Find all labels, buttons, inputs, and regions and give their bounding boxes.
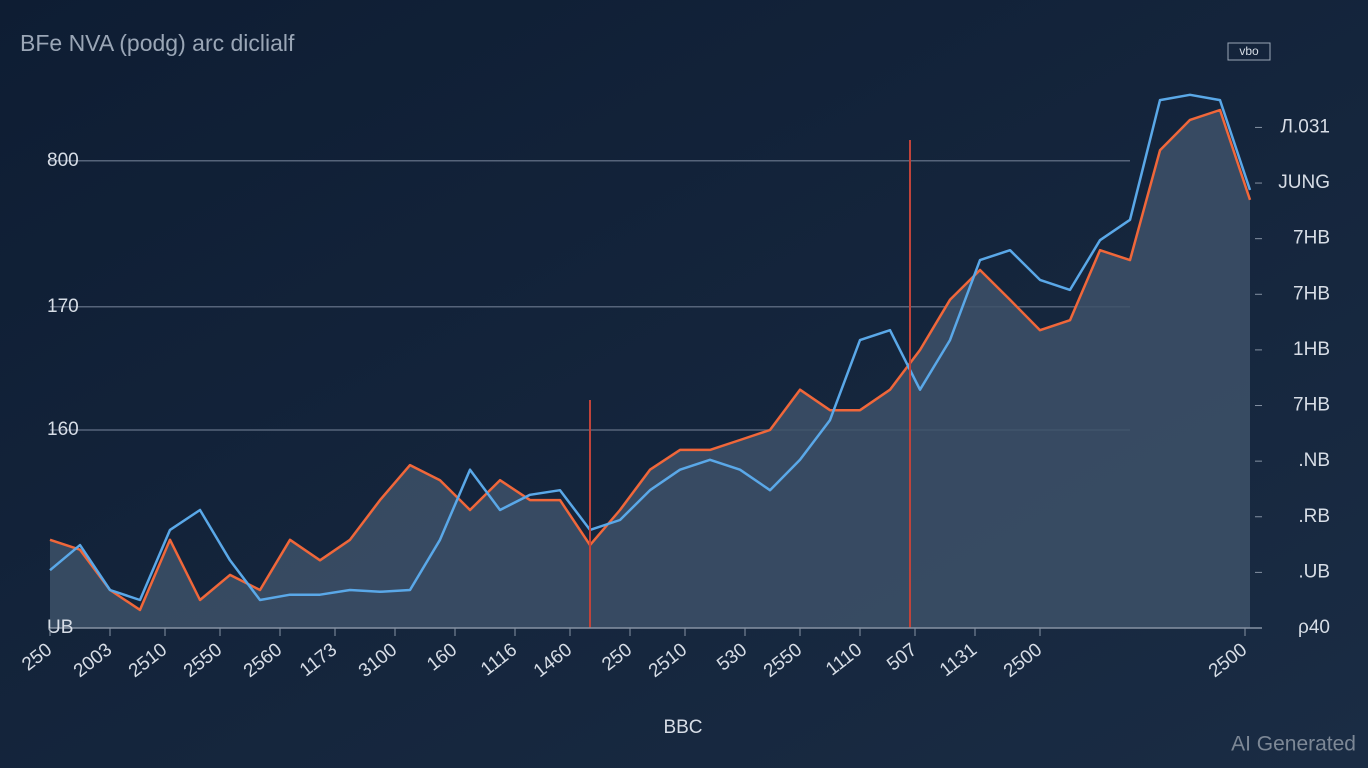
y2-tick-label: 1HB (1293, 339, 1330, 360)
x-axis-title: BBC (663, 717, 702, 738)
watermark: AI Generated (1231, 733, 1356, 756)
line (49, 93, 1252, 602)
y2-tick-label: 7HB (1293, 395, 1330, 416)
area (50, 110, 1250, 628)
y-tick-label: 170 (47, 296, 79, 317)
y2-tick-label: .RB (1298, 506, 1330, 527)
y-tick-label: UB (47, 617, 73, 638)
y2-tick-label: ρ40 (1298, 617, 1330, 638)
y2-tick-label: JUNG (1278, 172, 1330, 193)
y2-tick-label: .NB (1298, 450, 1330, 471)
chart-title: BFe NVA (podg) arc diclialf (20, 30, 295, 56)
y2-tick-label: .UB (1298, 561, 1330, 582)
y2-tick-label: 7HB (1293, 228, 1330, 249)
badge-box (1227, 42, 1271, 61)
y2-tick-label: Л.031 (1281, 116, 1330, 137)
y2-tick-label: 7HB (1293, 283, 1330, 304)
badge: vbo (1239, 44, 1259, 58)
y-tick-label: 160 (47, 419, 79, 440)
y-tick-label: 800 (47, 150, 79, 171)
